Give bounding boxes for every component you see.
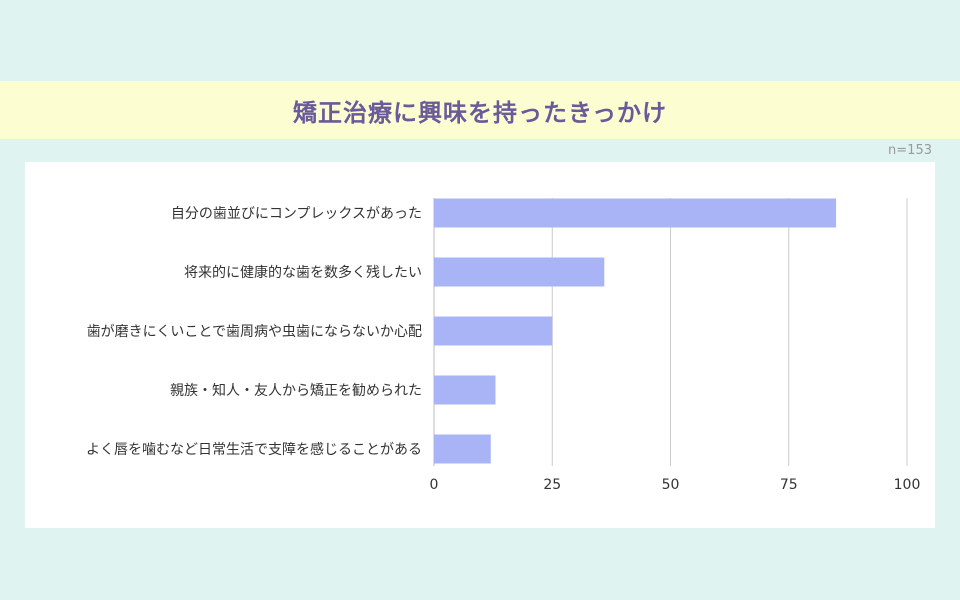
bar [434,257,605,287]
category-label: 歯が磨きにくいことで歯周病や虫歯にならないか心配 [87,324,422,340]
category-label: よく唇を噛むなど日常生活で支障を感じることがある [86,441,422,458]
bar [434,316,553,346]
title-band: 矯正治療に興味を持ったきっかけ [0,81,960,139]
bar [434,198,837,228]
x-tick-label: 0 [430,477,439,493]
x-tick-label: 100 [894,477,921,493]
category-label: 親族・知人・友人から矯正を勧められた [170,382,422,399]
bar [434,434,491,464]
category-label: 自分の歯並びにコンプレックスがあった [171,206,422,222]
x-tick-label: 25 [543,477,561,493]
sample-size: n=153 [888,143,932,158]
chart-title: 矯正治療に興味を持ったきっかけ [292,98,668,127]
bar [434,375,496,405]
x-tick-label: 50 [662,477,680,493]
category-label: 将来的に健康的な歯を数多く残したい [184,264,422,281]
x-tick-label: 75 [780,477,798,493]
bar-chart: 0 25 50 75 100 自分の歯並びにコンプレックスがあった将来的に健康的な歯を数多… [86,198,921,493]
chart-panel: 0 25 50 75 100 自分の歯並びにコンプレックスがあった将来的に健康的な歯を数多… [25,162,935,528]
